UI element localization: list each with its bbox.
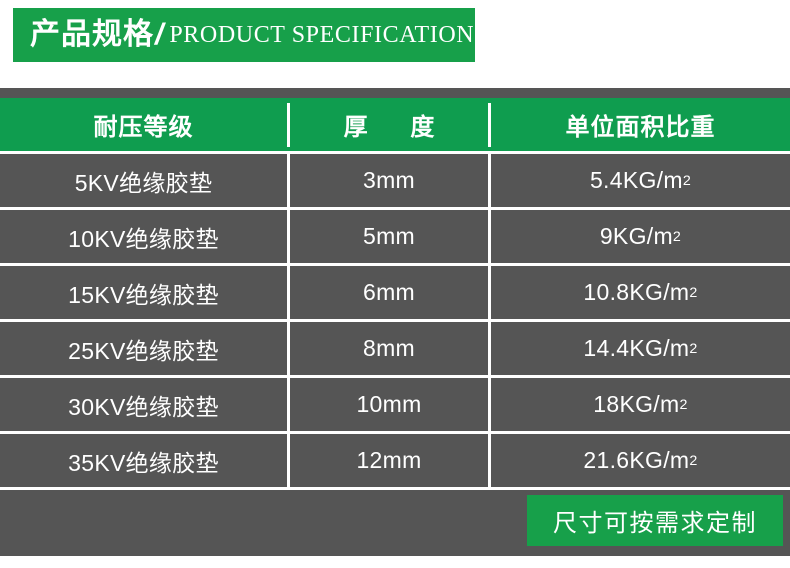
page-title-english: PRODUCT SPECIFICATION — [169, 22, 475, 48]
row-column-divider-2 — [488, 434, 491, 487]
cell-unit-weight-value: 10.8KG/m — [583, 279, 690, 305]
custom-size-badge: 尺寸可按需求定制 — [527, 495, 783, 546]
cell-unit-weight-value: 5.4KG/m — [589, 167, 683, 193]
cell-unit-weight-value: 14.4KG/m — [583, 335, 690, 361]
table-row: 15KV绝缘胶垫 6mm 10.8KG/m 2 — [0, 266, 790, 319]
row-column-divider-1 — [287, 154, 290, 207]
row-column-divider-1 — [287, 434, 290, 487]
cell-unit-weight: 21.6KG/m 2 — [491, 434, 790, 487]
row-column-divider-2 — [488, 210, 491, 263]
cell-thickness: 12mm — [290, 434, 488, 487]
table-row: 25KV绝缘胶垫 8mm 14.4KG/m 2 — [0, 322, 790, 375]
row-column-divider-2 — [488, 322, 491, 375]
table-row: 35KV绝缘胶垫 12mm 21.6KG/m 2 — [0, 434, 790, 487]
cell-thickness: 6mm — [290, 266, 488, 319]
row-column-divider-2 — [488, 154, 491, 207]
cell-unit-weight-value: 18KG/m — [593, 391, 680, 417]
cell-unit-weight: 9KG/m 2 — [491, 210, 790, 263]
cell-voltage-grade: 5KV绝缘胶垫 — [0, 154, 287, 207]
cell-unit-weight: 5.4KG/m 2 — [491, 154, 790, 207]
cell-unit-weight-value: 9KG/m — [599, 223, 673, 249]
cell-thickness: 8mm — [290, 322, 488, 375]
cell-voltage-grade: 30KV绝缘胶垫 — [0, 378, 287, 431]
column-header-voltage-grade: 耐压等级 — [93, 114, 194, 141]
row-column-divider-1 — [287, 266, 290, 319]
page-title-chinese: 产品规格 — [30, 18, 154, 51]
cell-voltage-grade: 15KV绝缘胶垫 — [0, 266, 287, 319]
column-header-unit-weight: 单位面积比重 — [565, 114, 716, 141]
table-top-strip — [0, 88, 790, 98]
page-title-banner: 产品规格 / PRODUCT SPECIFICATION — [13, 8, 475, 62]
table-row: 30KV绝缘胶垫 10mm 18KG/m 2 — [0, 378, 790, 431]
table-header-row: 耐压等级 厚 度 单位面积比重 — [0, 98, 790, 151]
row-column-divider-1 — [287, 322, 290, 375]
header-column-divider-1 — [287, 102, 290, 147]
cell-voltage-grade: 10KV绝缘胶垫 — [0, 210, 287, 263]
row-column-divider-1 — [287, 210, 290, 263]
page-title-separator: / — [155, 18, 164, 51]
cell-unit-weight: 18KG/m 2 — [491, 378, 790, 431]
table-row: 5KV绝缘胶垫 3mm 5.4KG/m 2 — [0, 154, 790, 207]
table-row: 10KV绝缘胶垫 5mm 9KG/m 2 — [0, 210, 790, 263]
cell-thickness: 10mm — [290, 378, 488, 431]
row-column-divider-2 — [488, 266, 491, 319]
cell-voltage-grade: 35KV绝缘胶垫 — [0, 434, 287, 487]
column-header-thickness: 厚 度 — [343, 114, 453, 141]
cell-voltage-grade: 25KV绝缘胶垫 — [0, 322, 287, 375]
custom-size-badge-label: 尺寸可按需求定制 — [553, 510, 757, 537]
row-column-divider-1 — [287, 378, 290, 431]
header-column-divider-2 — [488, 102, 491, 147]
cell-thickness: 5mm — [290, 210, 488, 263]
cell-thickness: 3mm — [290, 154, 488, 207]
specification-table: 耐压等级 厚 度 单位面积比重 5KV绝缘胶垫 3mm 5.4KG/m 2 10K… — [0, 88, 790, 556]
cell-unit-weight: 10.8KG/m 2 — [491, 266, 790, 319]
row-column-divider-2 — [488, 378, 491, 431]
cell-unit-weight: 14.4KG/m 2 — [491, 322, 790, 375]
cell-unit-weight-value: 21.6KG/m — [583, 447, 690, 473]
table-footer-strip: 尺寸可按需求定制 — [0, 490, 790, 556]
